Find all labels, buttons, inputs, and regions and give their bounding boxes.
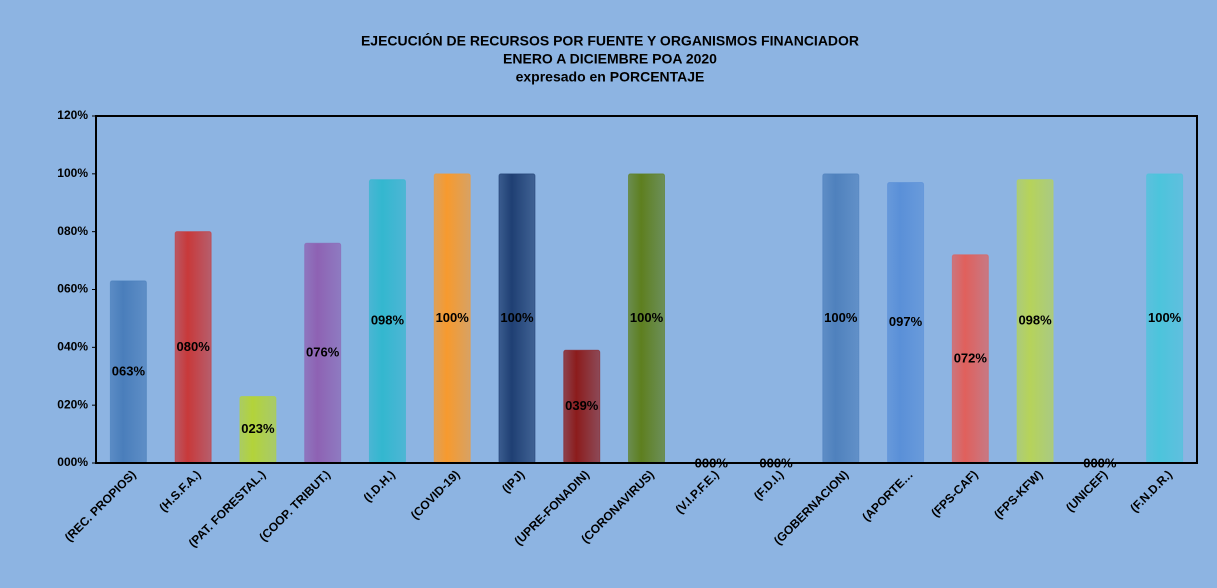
value-label: 100% [436,310,470,325]
value-label: 100% [500,310,534,325]
chart-subtitle: expresado en PORCENTAJE [516,69,705,85]
x-tick-label: (FPS-KFW) [991,467,1045,521]
value-label: 080% [177,339,211,354]
chart-subtitle: ENERO A DICIEMBRE POA 2020 [503,51,717,67]
y-tick-label: 080% [57,224,88,238]
y-tick-label: 100% [57,166,88,180]
value-label: 100% [824,310,858,325]
x-tick-label: (FPS-CAF) [928,467,980,519]
value-label: 076% [306,345,340,360]
x-tick-label: (APORTE… [859,467,916,524]
value-label: 072% [954,350,988,365]
x-tick-label: (I.D.H.) [361,467,398,504]
value-label: 063% [112,363,146,378]
x-tick-label: (UNICEF) [1063,467,1110,514]
x-tick-label: (V.I.P.F.E.) [673,467,722,516]
value-label: 023% [241,421,275,436]
y-tick-label: 060% [57,282,88,296]
value-label: 100% [630,310,664,325]
y-tick-label: 000% [57,455,88,469]
x-tick-label: (IPJ) [499,467,527,495]
x-tick-label: (F.N.D.R.) [1127,467,1175,515]
y-tick-label: 020% [57,397,88,411]
value-label: 098% [1018,313,1052,328]
x-tick-label: (COVID-19) [408,467,463,522]
y-tick-label: 120% [57,108,88,122]
value-label: 039% [565,398,599,413]
value-label: 100% [1148,310,1182,325]
chart-title: EJECUCIÓN DE RECURSOS POR FUENTE Y ORGAN… [361,32,859,49]
x-tick-label: (H.S.F.A.) [156,467,203,514]
x-tick-label: (COOP. TRIBUT.) [256,467,333,544]
x-tick-label: (F.D.I.) [751,467,786,502]
y-tick-label: 040% [57,340,88,354]
value-label: 097% [889,314,923,329]
x-tick-label: (REC. PROPIOS) [62,467,139,544]
value-label: 098% [371,313,405,328]
